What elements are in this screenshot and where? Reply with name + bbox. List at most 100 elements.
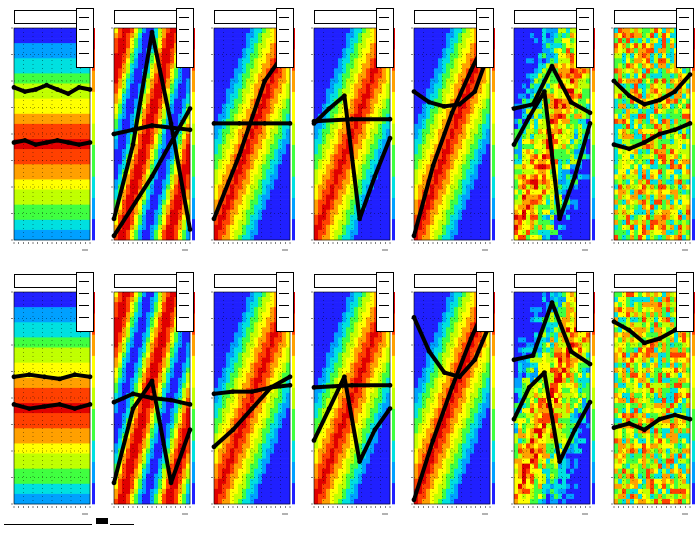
heatmap-cell (146, 229, 151, 236)
heatmap-cell (562, 174, 567, 180)
heatmap-cell (222, 144, 227, 150)
heatmap-cell (454, 224, 459, 231)
heatmap-cell (234, 134, 239, 140)
heatmap-cell (338, 229, 343, 236)
heatmap-cell (138, 144, 143, 150)
heatmap-cell (282, 199, 287, 205)
heatmap-cell (254, 68, 259, 74)
data-point (326, 106, 332, 111)
heatmap-cell (514, 159, 519, 165)
heatmap-cell (434, 88, 439, 94)
heatmap-cell (318, 88, 323, 94)
heatmap-cell (118, 234, 123, 241)
heatmap-cell (526, 128, 531, 135)
data-point (55, 87, 60, 92)
heatmap-cell (230, 234, 235, 241)
heatmap-cell (74, 179, 79, 185)
heatmap-cell (450, 144, 455, 150)
heatmap-cell (54, 154, 59, 160)
heatmap-cell (234, 209, 239, 216)
heatmap-cell (86, 174, 91, 180)
heatmap-cell (214, 194, 219, 200)
heatmap-cell (222, 33, 227, 39)
heatmap-cell (526, 53, 531, 59)
heatmap-cell (142, 28, 147, 34)
heatmap-cell (262, 58, 267, 64)
heatmap-cell (46, 169, 51, 175)
heatmap-cell (222, 149, 227, 155)
heatmap-cell (50, 78, 55, 84)
heatmap-cell (550, 68, 555, 74)
heatmap-cell (246, 219, 251, 226)
heatmap-cell (218, 154, 223, 160)
heatmap-cell (334, 194, 339, 200)
heatmap-cell (370, 53, 375, 59)
heatmap-cell (546, 58, 551, 64)
heatmap-cell (366, 224, 371, 231)
heatmap-cell (26, 194, 31, 200)
heatmap-cell (462, 93, 467, 99)
heatmap-cell (414, 179, 419, 185)
heatmap-cell (78, 68, 83, 74)
stats-entry (479, 53, 489, 54)
heatmap-cell (414, 33, 419, 39)
heatmap-cell (274, 98, 279, 105)
heatmap-cell (38, 43, 43, 49)
heatmap-cell (162, 174, 167, 180)
heatmap-cell (454, 139, 459, 145)
heatmap-cell (126, 108, 131, 115)
heatmap-cell (338, 189, 343, 195)
heatmap-cell (270, 93, 275, 99)
heatmap-cell (154, 229, 159, 236)
heatmap-cell (46, 108, 51, 115)
heatmap-cell (270, 189, 275, 195)
heatmap-cell (526, 28, 531, 34)
heatmap-cell (170, 219, 175, 226)
heatmap-cell (218, 128, 223, 135)
heatmap-cell (458, 144, 463, 150)
heatmap-cell (478, 199, 483, 205)
heatmap-cell (582, 103, 587, 110)
heatmap-cell (446, 219, 451, 226)
heatmap-cell (538, 164, 543, 170)
heatmap-cell (82, 209, 87, 216)
palette-swatch (492, 81, 495, 92)
heatmap-cell (42, 194, 47, 200)
heatmap-cell (474, 154, 479, 160)
heatmap-cell (70, 108, 75, 115)
heatmap-cell (66, 118, 71, 125)
heatmap-cell (150, 108, 155, 115)
heatmap-cell (286, 68, 291, 74)
heatmap-cell (334, 199, 339, 205)
heatmap-cell (450, 48, 455, 54)
heatmap-cell (126, 179, 131, 185)
heatmap-cell (154, 83, 159, 89)
heatmap-cell (122, 28, 127, 34)
heatmap-cell (354, 58, 359, 64)
heatmap-cell (538, 53, 543, 59)
heatmap-cell (154, 128, 159, 135)
heatmap-cell (326, 48, 331, 54)
palette-swatch (392, 112, 395, 124)
heatmap-cell (262, 38, 267, 44)
heatmap-cell (330, 219, 335, 226)
heatmap-cell (522, 58, 527, 64)
heatmap-cell (454, 68, 459, 74)
heatmap-cell (446, 214, 451, 221)
heatmap-cell (438, 88, 443, 94)
heatmap-cell (134, 88, 139, 94)
heatmap-cell (330, 169, 335, 175)
heatmap-cell (246, 103, 251, 110)
heatmap-cell (570, 83, 575, 89)
heatmap-cell (62, 169, 67, 175)
heatmap-cell (314, 88, 319, 94)
heatmap-cell (82, 103, 87, 110)
heatmap-cell (30, 118, 35, 125)
heatmap-cell (378, 98, 383, 105)
heatmap-cell (358, 118, 363, 125)
heatmap-cell (374, 229, 379, 236)
heatmap-cell (46, 68, 51, 74)
heatmap-cell (562, 43, 567, 49)
heatmap-cell (574, 128, 579, 135)
heatmap-cell (522, 149, 527, 155)
